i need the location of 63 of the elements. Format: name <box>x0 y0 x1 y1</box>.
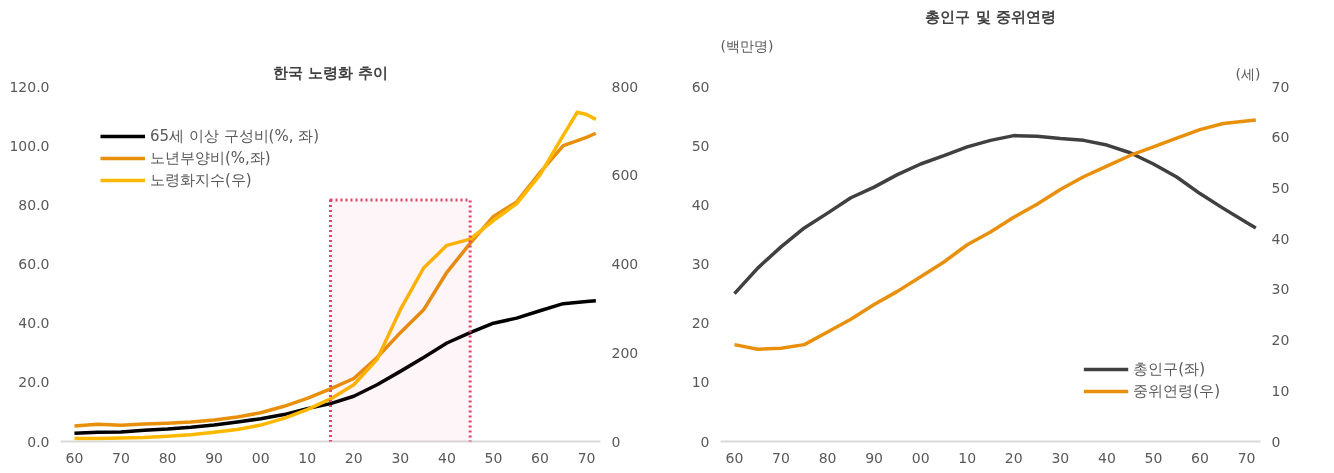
y-tick-label: 60.0 <box>18 256 50 272</box>
y-tick-label: 60 <box>691 78 710 95</box>
x-tick-label: 20 <box>1004 449 1023 466</box>
y-tick-label: 120.0 <box>9 78 50 95</box>
y2-axis-title: (세) <box>1235 65 1261 82</box>
legend-label: 중위연령(우) <box>1133 381 1220 401</box>
y2-tick-label: 0 <box>1271 433 1281 450</box>
y2-tick-label: 600 <box>611 167 639 184</box>
x-tick-label: 00 <box>911 449 930 466</box>
y2-tick-label: 40 <box>1271 230 1290 247</box>
y2-tick-label: 50 <box>1271 179 1290 196</box>
x-tick-label: 20 <box>344 449 363 466</box>
x-tick-label: 60 <box>1191 449 1209 466</box>
chart-title: 한국 노령화 추이 <box>272 63 389 82</box>
y2-tick-label: 10 <box>1271 382 1290 399</box>
y-tick-label: 40 <box>691 196 710 213</box>
x-tick-label: 60 <box>531 449 549 466</box>
line-series <box>732 118 1258 351</box>
y2-tick-label: 0 <box>611 433 621 450</box>
legend-label: 총인구(좌) <box>1133 359 1205 379</box>
line-series <box>732 133 1258 296</box>
y-axis-title: (백만명) <box>720 37 774 54</box>
x-tick-label: 40 <box>1097 449 1116 466</box>
y2-tick-label: 200 <box>611 344 639 361</box>
y-tick-label: 10 <box>691 374 710 391</box>
x-tick-label: 70 <box>772 449 790 466</box>
y2-tick-label: 60 <box>1271 129 1290 146</box>
y-tick-label: 40.0 <box>18 315 50 332</box>
y2-tick-label: 30 <box>1271 281 1290 298</box>
legend-label: 노령화지수(우) <box>150 170 252 190</box>
y-tick-label: 50 <box>691 137 710 154</box>
x-tick-label: 60 <box>65 449 84 466</box>
x-tick-label: 70 <box>577 449 596 466</box>
y2-tick-label: 70 <box>1271 78 1290 95</box>
y-tick-label: 20 <box>691 315 710 332</box>
y-tick-label: 20.0 <box>18 374 50 391</box>
x-tick-label: 70 <box>1237 449 1256 466</box>
x-tick-label: 50 <box>1144 449 1163 466</box>
line-series <box>72 298 598 435</box>
x-tick-label: 90 <box>205 449 224 466</box>
x-tick-label: 10 <box>958 449 977 466</box>
y-tick-label: 100.0 <box>9 137 50 154</box>
x-tick-label: 40 <box>437 449 456 466</box>
x-tick-label: 10 <box>298 449 317 466</box>
x-tick-label: 80 <box>818 449 837 466</box>
x-tick-label: 30 <box>391 449 410 466</box>
legend-label: 65세 이상 구성비(%, 좌) <box>150 126 320 146</box>
x-tick-label: 70 <box>112 449 130 466</box>
x-tick-label: 50 <box>484 449 503 466</box>
legend-label: 노년부양비(%,좌) <box>150 148 271 168</box>
chart-title: 총인구 및 중위연령 <box>925 7 1056 26</box>
y2-tick-label: 800 <box>611 78 639 95</box>
y-tick-label: 30 <box>691 256 710 272</box>
x-tick-label: 30 <box>1051 449 1070 466</box>
y2-tick-label: 400 <box>611 256 639 272</box>
y-tick-label: 0.0 <box>27 433 50 450</box>
x-tick-label: 80 <box>158 449 177 466</box>
x-tick-label: 60 <box>725 449 744 466</box>
y-tick-label: 80.0 <box>18 196 50 213</box>
y-tick-label: 0 <box>700 433 710 450</box>
x-tick-label: 00 <box>251 449 270 466</box>
y2-tick-label: 20 <box>1271 332 1290 349</box>
x-tick-label: 90 <box>865 449 884 466</box>
